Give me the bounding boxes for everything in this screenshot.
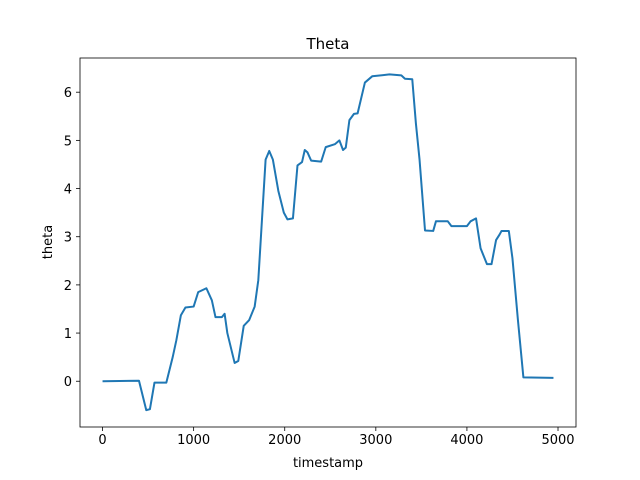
y-tick-label: 4 xyxy=(64,183,72,198)
x-axis-label: timestamp xyxy=(293,456,363,471)
data-line xyxy=(102,73,554,412)
chart-title: Theta xyxy=(306,35,350,53)
x-tick-label: 0 xyxy=(98,433,106,448)
x-tick-label: 1000 xyxy=(177,433,210,448)
y-axis-label: theta xyxy=(41,225,56,259)
plot-frame xyxy=(79,57,577,428)
y-tick-label: 2 xyxy=(64,279,72,294)
x-tick-label: 2000 xyxy=(268,433,301,448)
x-tick-label: 4000 xyxy=(450,433,483,448)
y-tick-label: 0 xyxy=(64,375,72,390)
y-tick-label: 5 xyxy=(64,134,72,149)
y-tick-label: 1 xyxy=(64,327,72,342)
y-tick-label: 3 xyxy=(64,231,72,246)
y-tick-label: 6 xyxy=(64,86,72,101)
x-tick-label: 3000 xyxy=(359,433,392,448)
x-tick-label: 5000 xyxy=(541,433,574,448)
